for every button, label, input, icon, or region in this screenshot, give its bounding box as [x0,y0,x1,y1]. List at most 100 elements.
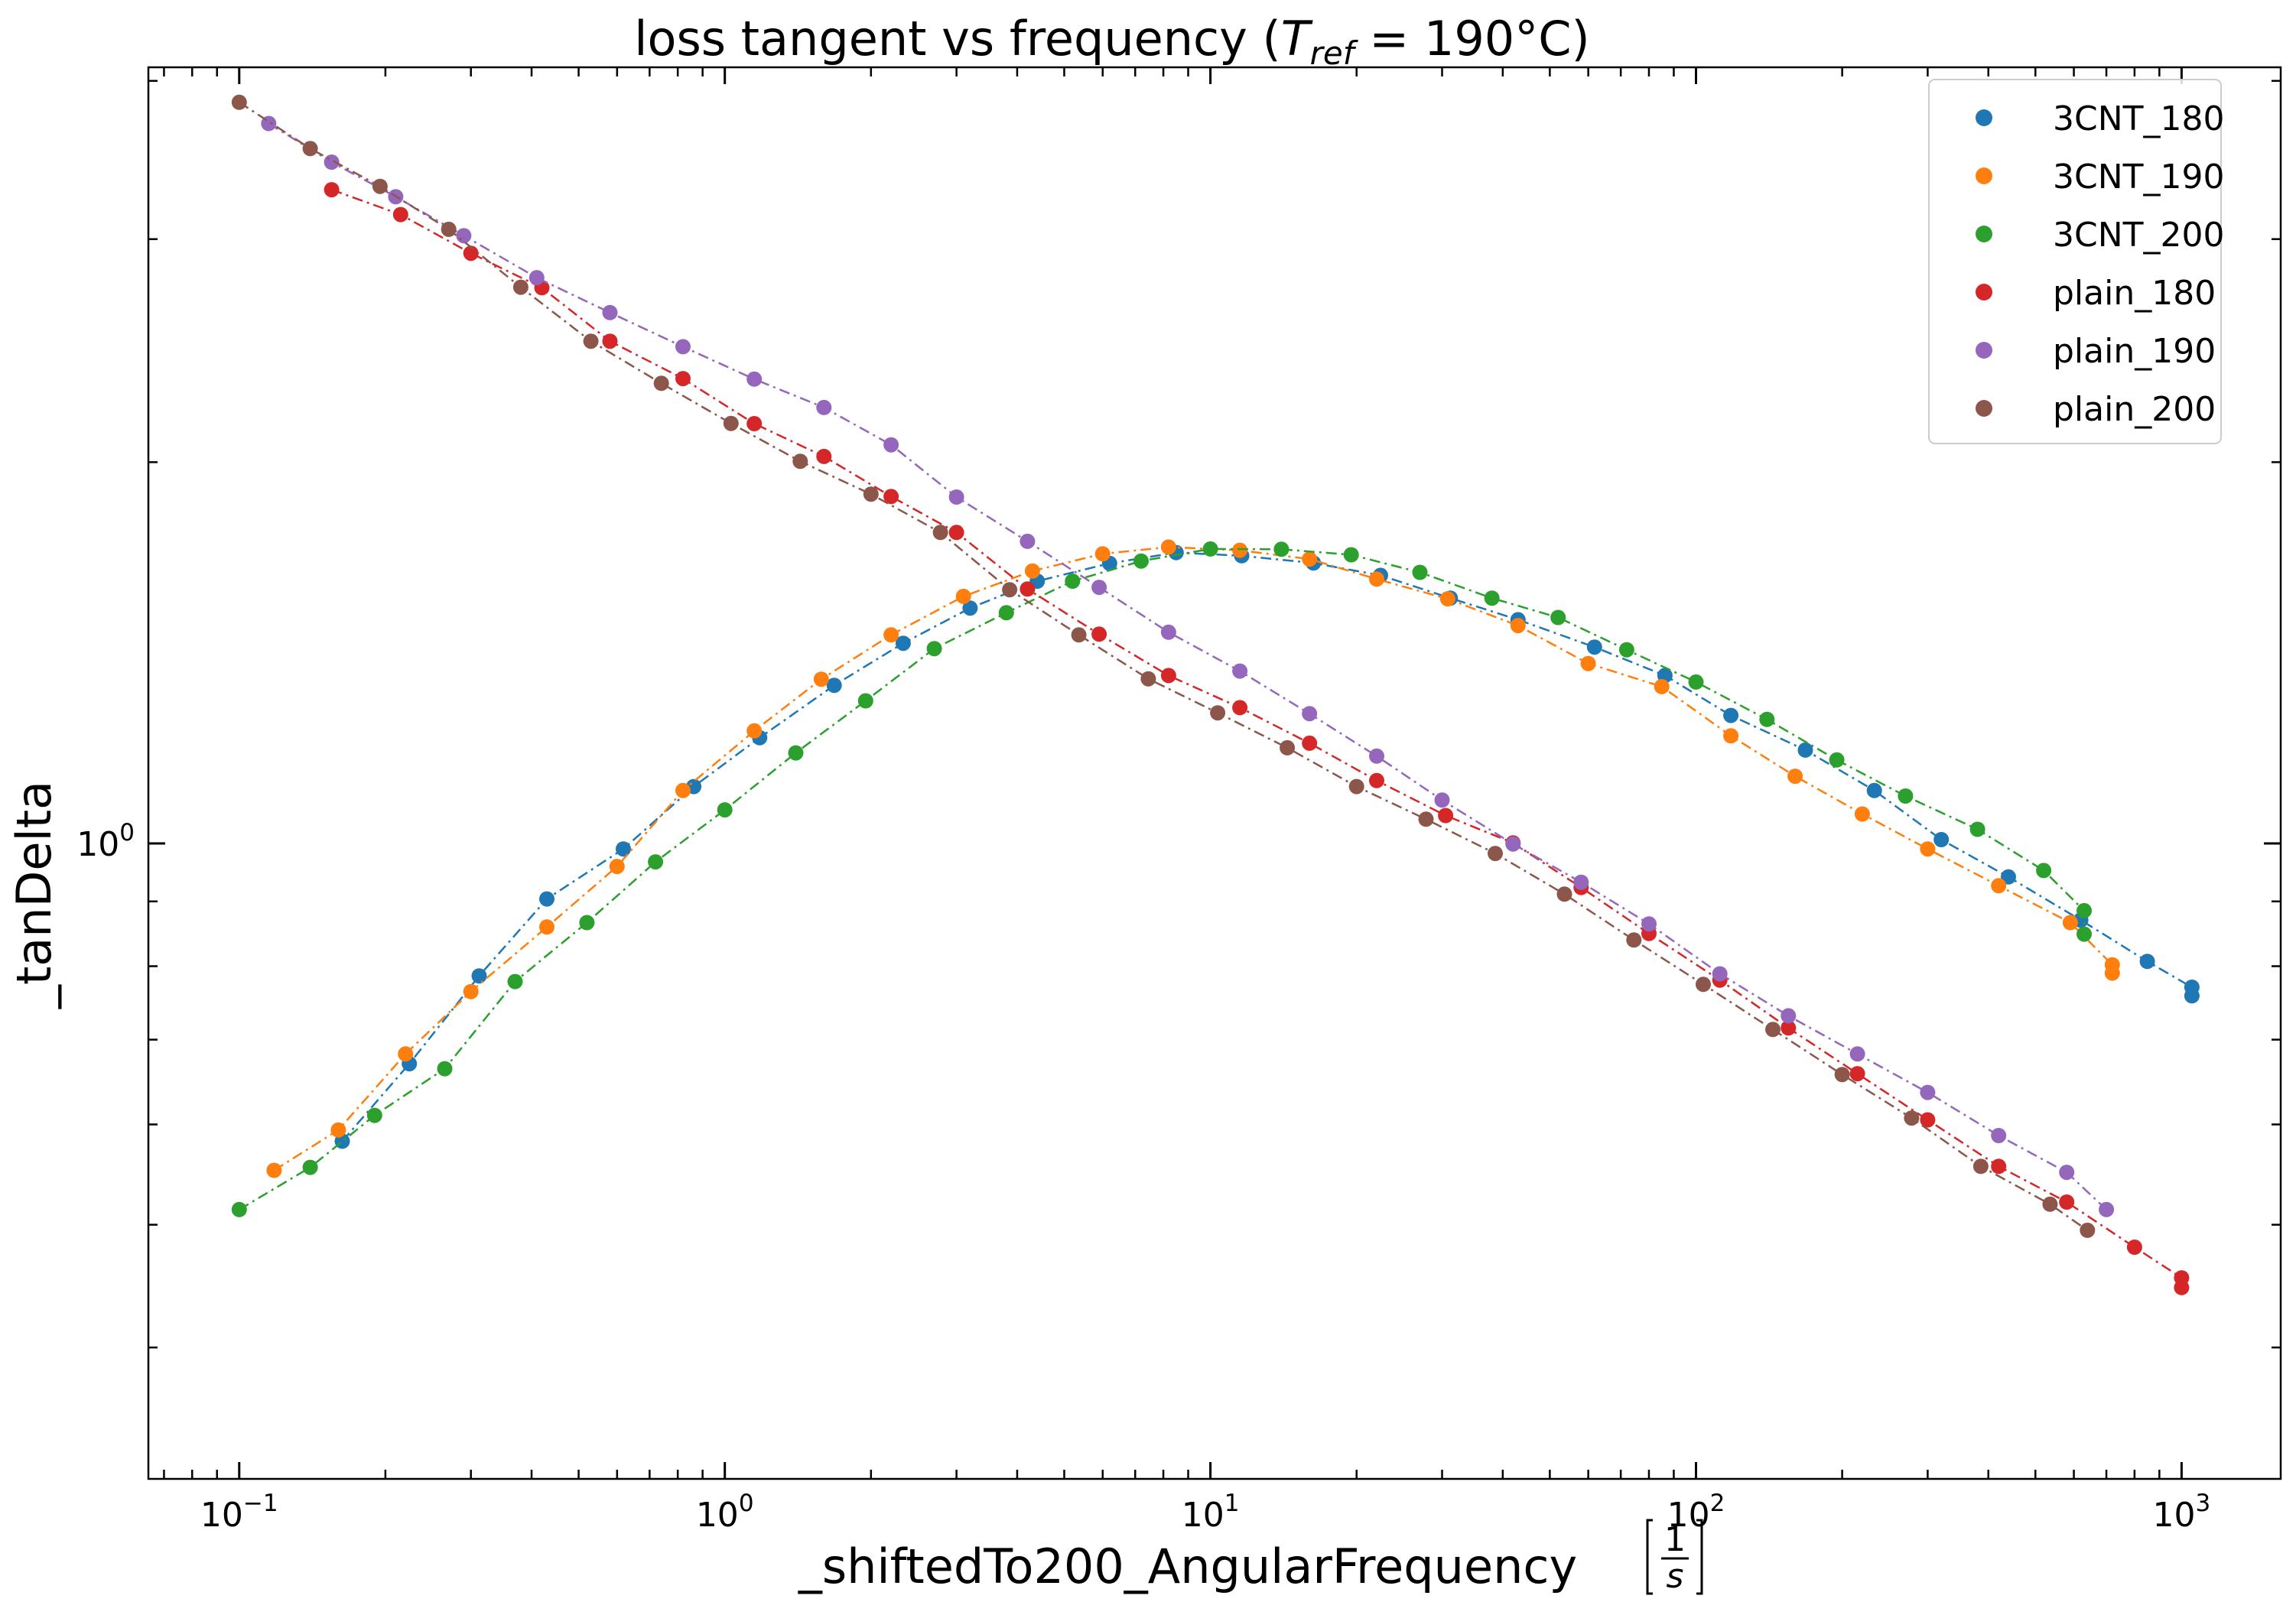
data-point [1302,706,1318,722]
data-point [948,525,964,541]
data-point [826,678,842,694]
data-point [1232,542,1248,558]
data-point [1302,735,1318,751]
data-point [330,1122,346,1138]
y-axis-label: _tanDelta [6,781,62,1009]
data-point [863,486,879,502]
data-point [1688,674,1704,690]
x-axis-label: _shiftedTo200_AngularFrequency [798,1539,1577,1594]
x-unit-numerator: 1 [1664,1520,1686,1559]
data-point [1140,671,1156,687]
data-point [1210,705,1226,721]
data-point [2126,1240,2142,1255]
data-point [507,973,523,989]
series-3CNT_190 [266,539,2120,1178]
data-point [2076,926,2092,942]
data-point [1273,541,1289,557]
data-point [1854,806,1870,822]
data-point [1696,976,1711,993]
series-line-3CNT_200 [239,548,2086,1210]
data-point [441,221,457,237]
data-point [813,671,829,687]
data-point [1781,1008,1797,1024]
chart-title: loss tangent vs frequency (Tref = 190°C) [634,11,1589,72]
data-point [583,333,599,349]
data-point [1834,1067,1850,1083]
data-point [1556,886,1572,902]
data-point [1723,707,1739,723]
series-line-3CNT_190 [273,546,2114,1171]
data-point [1781,1020,1797,1036]
data-point [1160,539,1176,555]
legend-entry: plain_190 [2053,332,2216,371]
data-point [2059,1165,2075,1181]
plot-frame [147,66,2282,1480]
data-point [2062,915,2078,931]
data-point [1065,574,1081,589]
data-point [1302,551,1318,567]
legend-entry: 3CNT_190 [2053,158,2225,197]
data-point [2080,1222,2096,1238]
data-point [746,371,763,387]
data-point [653,375,669,392]
data-point [2139,954,2155,970]
data-point [1920,1112,1936,1128]
data-point [1348,778,1364,795]
data-point [1573,874,1589,890]
data-point [932,525,948,541]
data-point [926,641,942,657]
data-point [539,891,554,907]
data-point [302,1159,318,1175]
series-plain_190 [261,115,2115,1217]
data-point [602,304,618,320]
data-point [1418,811,1434,827]
legend-marker [1976,342,1992,359]
data-point [948,489,964,505]
series-line-plain_180 [331,188,2183,1288]
data-point [648,854,664,870]
data-point [883,627,899,643]
y-tick-label: 100 [76,819,135,864]
data-point [463,983,479,999]
data-point [792,453,808,470]
data-point [1369,772,1384,788]
data-point [1412,564,1428,580]
legend: 3CNT_180 3CNT_190 3CNT_200 plain_180 plain_1… [1928,79,2225,444]
data-point [1797,742,1813,758]
legend-marker [1976,109,1992,126]
data-point [231,1201,247,1217]
data-point [857,693,873,709]
legend-entry: 3CNT_180 [2053,99,2225,138]
data-point [1712,966,1728,982]
data-point [962,600,978,616]
data-point [675,782,691,798]
data-point [1898,788,1914,804]
data-point [2099,1201,2115,1217]
data-point [2042,1196,2058,1212]
data-point [1787,769,1803,785]
data-point [366,1107,382,1123]
data-point [1160,624,1176,640]
data-point [998,605,1014,621]
data-point [1505,836,1521,852]
data-point [746,416,763,431]
x-tick-label: 102 [1667,1490,1725,1535]
axis-ticks: 10−1 100 101 102 103 100 [76,67,2281,1535]
data-point [1510,618,1526,634]
data-point [1626,932,1642,948]
data-point [302,141,318,157]
data-point [528,270,545,286]
data-point [1580,655,1596,671]
data-point [1091,580,1107,596]
data-point [1991,1128,2007,1143]
x-tick-label: 100 [696,1490,754,1535]
data-point [1618,642,1634,658]
data-point [2059,1194,2075,1210]
data-point [1723,728,1739,744]
data-point [1586,639,1602,655]
data-point [437,1061,453,1077]
data-point [1654,678,1670,694]
data-point [456,228,472,244]
data-point [1232,700,1248,716]
